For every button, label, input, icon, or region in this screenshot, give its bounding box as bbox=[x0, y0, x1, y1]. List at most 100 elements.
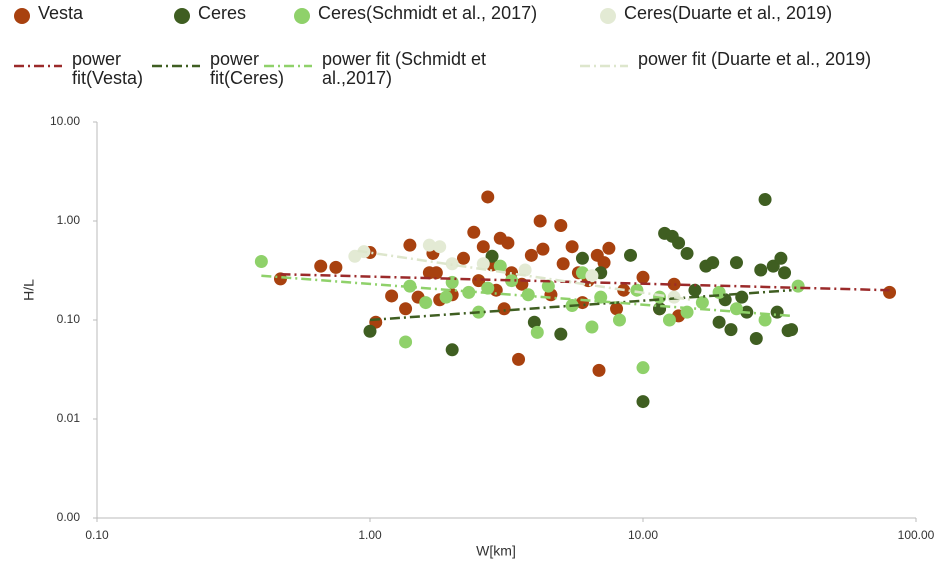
data-point bbox=[883, 285, 897, 299]
data-point bbox=[554, 219, 568, 233]
legend-label: Ceres(Duarte et al., 2019) bbox=[624, 3, 833, 23]
fit-line bbox=[261, 274, 792, 318]
legend-label: power fit (Schmidt et al.,2017) bbox=[322, 49, 487, 88]
legend-label: power fit(Vesta) bbox=[72, 49, 144, 88]
data-point bbox=[314, 259, 328, 273]
legend-marker bbox=[294, 8, 310, 24]
y-tick-label: 10.00 bbox=[50, 114, 80, 128]
data-point bbox=[481, 190, 495, 204]
data-point bbox=[791, 279, 805, 293]
legend-marker bbox=[14, 8, 30, 24]
data-point bbox=[501, 236, 515, 250]
data-point bbox=[476, 257, 490, 271]
data-point bbox=[541, 279, 555, 293]
y-tick-label: 0.00 bbox=[57, 510, 81, 524]
data-point bbox=[636, 270, 650, 284]
data-point bbox=[533, 214, 547, 228]
data-point bbox=[493, 259, 507, 273]
data-point bbox=[429, 266, 443, 280]
x-tick-label: 10.00 bbox=[628, 528, 658, 542]
data-point bbox=[592, 363, 606, 377]
data-point bbox=[505, 274, 519, 288]
data-point bbox=[363, 324, 377, 338]
fit-line bbox=[357, 249, 692, 302]
data-point bbox=[273, 272, 287, 286]
data-point bbox=[536, 242, 550, 256]
x-tick-label: 1.00 bbox=[358, 528, 382, 542]
data-point bbox=[636, 361, 650, 375]
data-point bbox=[758, 313, 772, 327]
data-point bbox=[667, 290, 681, 304]
data-point bbox=[785, 323, 799, 337]
data-point bbox=[530, 325, 544, 339]
legend-marker bbox=[600, 8, 616, 24]
data-point bbox=[770, 305, 784, 319]
data-point bbox=[667, 277, 681, 291]
data-point bbox=[403, 238, 417, 252]
data-point bbox=[754, 263, 768, 277]
y-axis-label: H/L bbox=[21, 279, 37, 301]
data-point bbox=[467, 225, 481, 239]
data-point bbox=[481, 281, 495, 295]
data-point bbox=[729, 302, 743, 316]
data-point bbox=[485, 249, 499, 263]
data-point bbox=[585, 320, 599, 334]
data-point bbox=[662, 313, 676, 327]
legend-marker bbox=[580, 64, 628, 68]
data-point bbox=[512, 352, 526, 366]
data-point bbox=[556, 257, 570, 271]
legend-dot bbox=[14, 8, 30, 24]
data-point bbox=[653, 302, 667, 316]
data-point bbox=[476, 240, 490, 254]
data-point bbox=[575, 251, 589, 265]
data-point bbox=[758, 192, 772, 206]
data-point bbox=[565, 240, 579, 254]
legend-label: Vesta bbox=[38, 3, 84, 23]
data-point bbox=[419, 296, 433, 310]
data-point bbox=[524, 248, 538, 262]
legend-dot bbox=[294, 8, 310, 24]
x-tick-label: 0.10 bbox=[85, 528, 109, 542]
data-point bbox=[695, 296, 709, 310]
data-point bbox=[585, 269, 599, 283]
data-point bbox=[712, 285, 726, 299]
legend-dot bbox=[174, 8, 190, 24]
data-point bbox=[456, 251, 470, 265]
data-point bbox=[778, 266, 792, 280]
data-point bbox=[688, 283, 702, 297]
legend-marker bbox=[14, 64, 62, 68]
legend-label: Ceres bbox=[198, 3, 247, 23]
x-axis-label: W[km] bbox=[476, 543, 516, 559]
legend-marker bbox=[264, 64, 312, 68]
legend-marker bbox=[152, 64, 200, 68]
legend-label: power fit (Duarte et al., 2019) bbox=[638, 49, 872, 69]
data-point bbox=[602, 241, 616, 255]
data-point bbox=[399, 335, 413, 349]
data-point bbox=[597, 256, 611, 270]
data-point bbox=[624, 248, 638, 262]
data-point bbox=[712, 315, 726, 329]
legend-marker bbox=[174, 8, 190, 24]
data-point bbox=[385, 289, 399, 303]
y-tick-label: 0.10 bbox=[57, 312, 81, 326]
data-point bbox=[610, 302, 624, 316]
data-point bbox=[497, 302, 511, 316]
data-point bbox=[433, 240, 447, 254]
data-point bbox=[724, 323, 738, 337]
data-point bbox=[680, 246, 694, 260]
y-tick-label: 0.01 bbox=[57, 411, 81, 425]
data-point bbox=[594, 290, 608, 304]
data-point bbox=[636, 395, 650, 409]
data-point bbox=[422, 238, 436, 252]
data-point bbox=[735, 290, 749, 304]
data-point bbox=[706, 256, 720, 270]
data-point bbox=[630, 283, 644, 297]
data-point bbox=[554, 327, 568, 341]
data-point bbox=[329, 260, 343, 274]
data-point bbox=[254, 254, 268, 268]
data-point bbox=[472, 274, 486, 288]
data-point bbox=[612, 313, 626, 327]
legend-dot bbox=[600, 8, 616, 24]
